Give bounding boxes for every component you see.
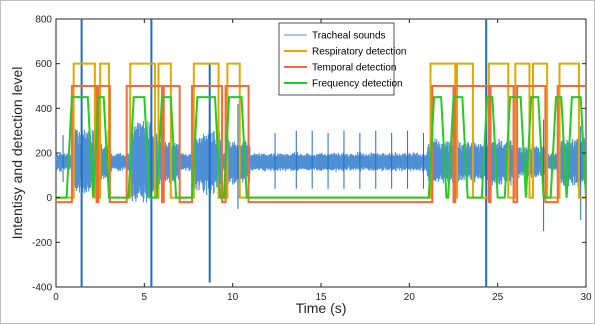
- y-tick-label-400: 400: [35, 104, 52, 115]
- y-tick-label--400: -400: [32, 283, 52, 294]
- x-tick-label-20: 20: [404, 292, 416, 303]
- data-layer: [56, 19, 586, 287]
- y-tick-label-200: 200: [35, 149, 52, 160]
- temporal-detection-series: [56, 85, 586, 204]
- legend: Tracheal sounds Respiratory detection Temp…: [278, 22, 407, 96]
- x-tick-label-15: 15: [315, 292, 327, 303]
- legend-label-frequency-detection: Frequency detection: [312, 79, 403, 90]
- x-tick-label-10: 10: [227, 292, 239, 303]
- frequency-detection-series: [56, 96, 586, 199]
- y-tick-label--200: -200: [32, 238, 52, 249]
- y-tick-label-600: 600: [35, 59, 52, 70]
- y-tick-label-800: 800: [35, 15, 52, 26]
- axis-layer: 0 5 10 15 20 25 30 -400 -200 0 200 400 600 800: [32, 15, 592, 304]
- x-tick-label-25: 25: [492, 292, 504, 303]
- y-axis-title: Intentisy and detection level: [9, 67, 25, 240]
- x-tick-label-30: 30: [580, 292, 592, 303]
- x-tick-label-5: 5: [142, 292, 148, 303]
- legend-label-temporal-detection: Temporal detection: [312, 63, 397, 74]
- x-axis-title: Time (s): [296, 300, 347, 316]
- x-tick-label-0: 0: [53, 292, 59, 303]
- legend-label-tracheal-sounds: Tracheal sounds: [312, 31, 386, 42]
- y-tick-label-0: 0: [46, 193, 52, 204]
- legend-label-respiratory-detection: Respiratory detection: [312, 47, 407, 58]
